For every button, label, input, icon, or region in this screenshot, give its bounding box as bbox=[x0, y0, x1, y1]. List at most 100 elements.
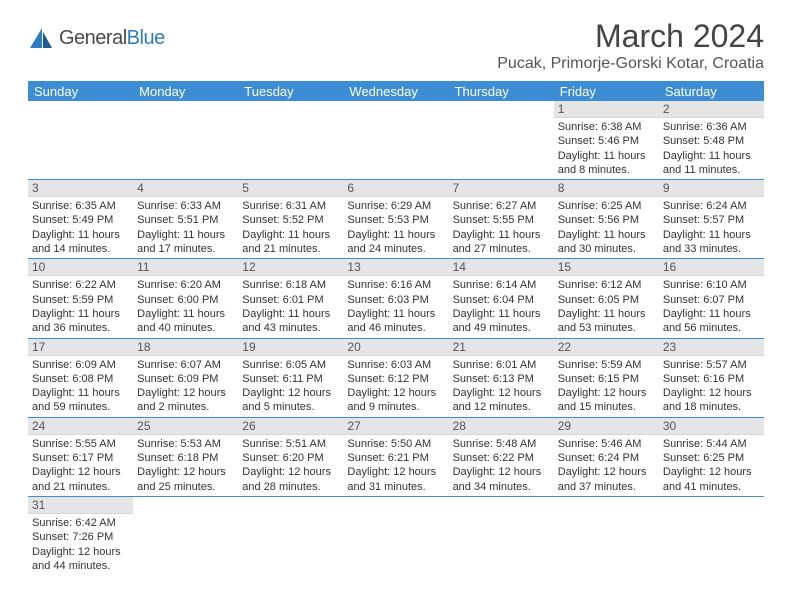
sunrise-text: Sunrise: 6:14 AM bbox=[453, 278, 550, 292]
daylight-line2: and 53 minutes. bbox=[558, 321, 655, 335]
calendar-cell: 15Sunrise: 6:12 AMSunset: 6:05 PMDayligh… bbox=[554, 259, 659, 338]
day-body: Sunrise: 5:55 AMSunset: 6:17 PMDaylight:… bbox=[28, 435, 133, 496]
sunrise-text: Sunrise: 6:18 AM bbox=[242, 278, 339, 292]
calendar-cell: 21Sunrise: 6:01 AMSunset: 6:13 PMDayligh… bbox=[449, 338, 554, 417]
sail-icon bbox=[28, 26, 56, 50]
sunrise-text: Sunrise: 6:42 AM bbox=[32, 516, 129, 530]
sunrise-text: Sunrise: 6:16 AM bbox=[347, 278, 444, 292]
calendar-cell: 7Sunrise: 6:27 AMSunset: 5:55 PMDaylight… bbox=[449, 180, 554, 259]
sunset-text: Sunset: 6:03 PM bbox=[347, 293, 444, 307]
sunset-text: Sunset: 6:05 PM bbox=[558, 293, 655, 307]
calendar-cell bbox=[238, 496, 343, 575]
day-body: Sunrise: 5:50 AMSunset: 6:21 PMDaylight:… bbox=[343, 435, 448, 496]
day-body: Sunrise: 6:38 AMSunset: 5:46 PMDaylight:… bbox=[554, 118, 659, 179]
header: GeneralBlue March 2024 Pucak, Primorje-G… bbox=[28, 18, 764, 73]
sunrise-text: Sunrise: 6:07 AM bbox=[137, 358, 234, 372]
day-body: Sunrise: 6:10 AMSunset: 6:07 PMDaylight:… bbox=[659, 276, 764, 337]
day-body: Sunrise: 6:16 AMSunset: 6:03 PMDaylight:… bbox=[343, 276, 448, 337]
day-number: 18 bbox=[133, 339, 238, 356]
day-number: 11 bbox=[133, 259, 238, 276]
day-number: 3 bbox=[28, 180, 133, 197]
calendar-cell bbox=[133, 101, 238, 180]
daylight-line2: and 14 minutes. bbox=[32, 242, 129, 256]
day-number: 25 bbox=[133, 418, 238, 435]
day-body: Sunrise: 6:42 AMSunset: 7:26 PMDaylight:… bbox=[28, 514, 133, 575]
weekday-header: Monday bbox=[133, 81, 238, 101]
daylight-line1: Daylight: 11 hours bbox=[663, 149, 760, 163]
calendar-cell: 1Sunrise: 6:38 AMSunset: 5:46 PMDaylight… bbox=[554, 101, 659, 180]
daylight-line1: Daylight: 12 hours bbox=[347, 465, 444, 479]
calendar-cell: 28Sunrise: 5:48 AMSunset: 6:22 PMDayligh… bbox=[449, 417, 554, 496]
day-body: Sunrise: 5:51 AMSunset: 6:20 PMDaylight:… bbox=[238, 435, 343, 496]
sunset-text: Sunset: 6:11 PM bbox=[242, 372, 339, 386]
day-body: Sunrise: 6:36 AMSunset: 5:48 PMDaylight:… bbox=[659, 118, 764, 179]
calendar-cell: 12Sunrise: 6:18 AMSunset: 6:01 PMDayligh… bbox=[238, 259, 343, 338]
daylight-line2: and 49 minutes. bbox=[453, 321, 550, 335]
sunset-text: Sunset: 6:25 PM bbox=[663, 451, 760, 465]
calendar-cell: 4Sunrise: 6:33 AMSunset: 5:51 PMDaylight… bbox=[133, 180, 238, 259]
calendar-cell: 3Sunrise: 6:35 AMSunset: 5:49 PMDaylight… bbox=[28, 180, 133, 259]
calendar-cell bbox=[28, 101, 133, 180]
sunset-text: Sunset: 6:04 PM bbox=[453, 293, 550, 307]
brand-logo: GeneralBlue bbox=[28, 26, 165, 50]
sunset-text: Sunset: 6:16 PM bbox=[663, 372, 760, 386]
daylight-line1: Daylight: 11 hours bbox=[558, 149, 655, 163]
day-body: Sunrise: 5:53 AMSunset: 6:18 PMDaylight:… bbox=[133, 435, 238, 496]
calendar-cell: 9Sunrise: 6:24 AMSunset: 5:57 PMDaylight… bbox=[659, 180, 764, 259]
sunrise-text: Sunrise: 6:35 AM bbox=[32, 199, 129, 213]
sunrise-text: Sunrise: 6:01 AM bbox=[453, 358, 550, 372]
weekday-header: Wednesday bbox=[343, 81, 448, 101]
day-body: Sunrise: 6:18 AMSunset: 6:01 PMDaylight:… bbox=[238, 276, 343, 337]
day-body: Sunrise: 5:48 AMSunset: 6:22 PMDaylight:… bbox=[449, 435, 554, 496]
sunrise-text: Sunrise: 5:44 AM bbox=[663, 437, 760, 451]
sunrise-text: Sunrise: 5:48 AM bbox=[453, 437, 550, 451]
calendar-week-row: 17Sunrise: 6:09 AMSunset: 6:08 PMDayligh… bbox=[28, 338, 764, 417]
daylight-line1: Daylight: 11 hours bbox=[347, 228, 444, 242]
sunrise-text: Sunrise: 6:25 AM bbox=[558, 199, 655, 213]
brand-part2: Blue bbox=[127, 27, 165, 49]
day-number: 9 bbox=[659, 180, 764, 197]
daylight-line1: Daylight: 12 hours bbox=[558, 386, 655, 400]
calendar-cell bbox=[449, 101, 554, 180]
day-body: Sunrise: 5:46 AMSunset: 6:24 PMDaylight:… bbox=[554, 435, 659, 496]
sunset-text: Sunset: 6:18 PM bbox=[137, 451, 234, 465]
day-number: 13 bbox=[343, 259, 448, 276]
calendar-week-row: 24Sunrise: 5:55 AMSunset: 6:17 PMDayligh… bbox=[28, 417, 764, 496]
sunset-text: Sunset: 6:17 PM bbox=[32, 451, 129, 465]
day-number: 5 bbox=[238, 180, 343, 197]
day-body: Sunrise: 6:31 AMSunset: 5:52 PMDaylight:… bbox=[238, 197, 343, 258]
calendar-cell: 2Sunrise: 6:36 AMSunset: 5:48 PMDaylight… bbox=[659, 101, 764, 180]
sunrise-text: Sunrise: 6:29 AM bbox=[347, 199, 444, 213]
daylight-line2: and 40 minutes. bbox=[137, 321, 234, 335]
daylight-line1: Daylight: 11 hours bbox=[32, 386, 129, 400]
day-body: Sunrise: 6:22 AMSunset: 5:59 PMDaylight:… bbox=[28, 276, 133, 337]
day-body: Sunrise: 5:44 AMSunset: 6:25 PMDaylight:… bbox=[659, 435, 764, 496]
daylight-line2: and 56 minutes. bbox=[663, 321, 760, 335]
daylight-line1: Daylight: 11 hours bbox=[558, 307, 655, 321]
day-number: 6 bbox=[343, 180, 448, 197]
calendar-cell: 25Sunrise: 5:53 AMSunset: 6:18 PMDayligh… bbox=[133, 417, 238, 496]
sunrise-text: Sunrise: 6:36 AM bbox=[663, 120, 760, 134]
calendar-cell bbox=[238, 101, 343, 180]
daylight-line1: Daylight: 12 hours bbox=[558, 465, 655, 479]
sunset-text: Sunset: 5:51 PM bbox=[137, 213, 234, 227]
calendar-week-row: 10Sunrise: 6:22 AMSunset: 5:59 PMDayligh… bbox=[28, 259, 764, 338]
sunset-text: Sunset: 6:22 PM bbox=[453, 451, 550, 465]
calendar-cell: 30Sunrise: 5:44 AMSunset: 6:25 PMDayligh… bbox=[659, 417, 764, 496]
sunrise-text: Sunrise: 6:05 AM bbox=[242, 358, 339, 372]
sunrise-text: Sunrise: 5:57 AM bbox=[663, 358, 760, 372]
day-number: 8 bbox=[554, 180, 659, 197]
daylight-line2: and 5 minutes. bbox=[242, 400, 339, 414]
calendar-cell: 13Sunrise: 6:16 AMSunset: 6:03 PMDayligh… bbox=[343, 259, 448, 338]
day-number: 26 bbox=[238, 418, 343, 435]
sunset-text: Sunset: 5:49 PM bbox=[32, 213, 129, 227]
daylight-line1: Daylight: 11 hours bbox=[242, 307, 339, 321]
daylight-line1: Daylight: 12 hours bbox=[663, 386, 760, 400]
daylight-line2: and 36 minutes. bbox=[32, 321, 129, 335]
day-number: 7 bbox=[449, 180, 554, 197]
sunrise-text: Sunrise: 5:50 AM bbox=[347, 437, 444, 451]
sunrise-text: Sunrise: 6:38 AM bbox=[558, 120, 655, 134]
day-number: 10 bbox=[28, 259, 133, 276]
daylight-line2: and 18 minutes. bbox=[663, 400, 760, 414]
day-number: 19 bbox=[238, 339, 343, 356]
